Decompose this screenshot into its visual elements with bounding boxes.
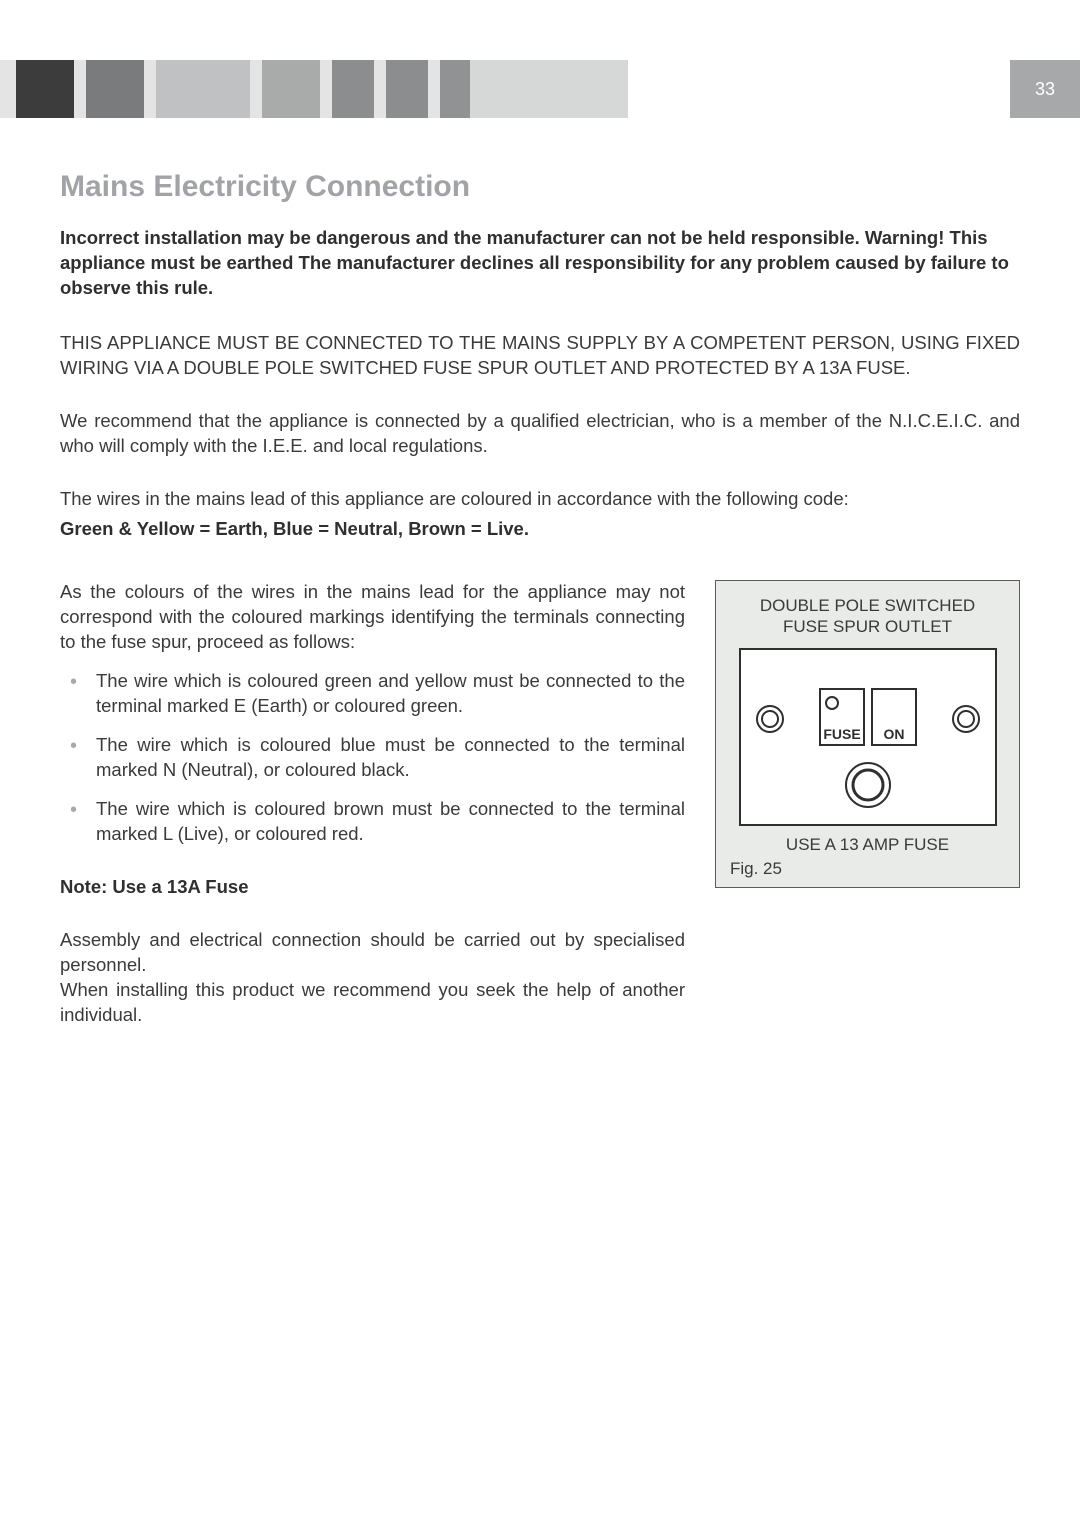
header-bar	[428, 60, 440, 118]
right-column: DOUBLE POLE SWITCHED FUSE SPUR OUTLET FU…	[715, 580, 1020, 889]
outlet-diagram: FUSE ON	[738, 647, 998, 827]
list-item: The wire which is coloured green and yel…	[60, 669, 685, 719]
header-bar	[374, 60, 386, 118]
on-label: ON	[883, 726, 904, 742]
page-content: Mains Electricity Connection Incorrect i…	[60, 170, 1020, 1028]
figure-title: DOUBLE POLE SWITCHED FUSE SPUR OUTLET	[730, 595, 1005, 638]
fuse-note: Note: Use a 13A Fuse	[60, 876, 685, 898]
list-item: The wire which is coloured brown must be…	[60, 797, 685, 847]
page-number-tab: 33	[1010, 60, 1080, 118]
header-bar	[386, 60, 428, 118]
assembly-block: Assembly and electrical connection shoul…	[60, 928, 685, 1028]
warning-block: Incorrect installation may be dangerous …	[60, 226, 1020, 301]
header-bar	[74, 60, 86, 118]
figure-title-line1: DOUBLE POLE SWITCHED	[760, 596, 975, 615]
figure-title-line2: FUSE SPUR OUTLET	[783, 617, 952, 636]
assembly-line-1: Assembly and electrical connection shoul…	[60, 928, 685, 978]
header-bar	[86, 60, 144, 118]
figure-caption: USE A 13 AMP FUSE	[730, 835, 1005, 855]
wires-intro: The wires in the mains lead of this appl…	[60, 487, 1020, 512]
colour-code: Green & Yellow = Earth, Blue = Neutral, …	[60, 518, 1020, 540]
header-bar	[0, 60, 16, 118]
page-number: 33	[1035, 79, 1055, 100]
recommend-paragraph: We recommend that the appliance is conne…	[60, 409, 1020, 459]
header-bar	[470, 60, 628, 118]
header-bar	[320, 60, 332, 118]
figure-number: Fig. 25	[730, 859, 1005, 879]
left-intro: As the colours of the wires in the mains…	[60, 580, 685, 655]
left-column: As the colours of the wires in the mains…	[60, 580, 685, 1029]
section-title: Mains Electricity Connection	[60, 170, 1020, 204]
header-bar	[332, 60, 374, 118]
fuse-label: FUSE	[823, 726, 860, 742]
bullet-list: The wire which is coloured green and yel…	[60, 669, 685, 847]
caps-instruction: THIS APPLIANCE MUST BE CONNECTED TO THE …	[60, 331, 1020, 381]
figure-box: DOUBLE POLE SWITCHED FUSE SPUR OUTLET FU…	[715, 580, 1020, 889]
header-bar	[440, 60, 470, 118]
header-bar	[262, 60, 320, 118]
header-bar	[16, 60, 74, 118]
header-bar	[250, 60, 262, 118]
assembly-line-2: When installing this product we recommen…	[60, 978, 685, 1028]
header-bar	[156, 60, 250, 118]
header-decorative-bars	[0, 60, 628, 118]
header-bar	[144, 60, 156, 118]
list-item: The wire which is coloured blue must be …	[60, 733, 685, 783]
two-column-row: As the colours of the wires in the mains…	[60, 580, 1020, 1029]
